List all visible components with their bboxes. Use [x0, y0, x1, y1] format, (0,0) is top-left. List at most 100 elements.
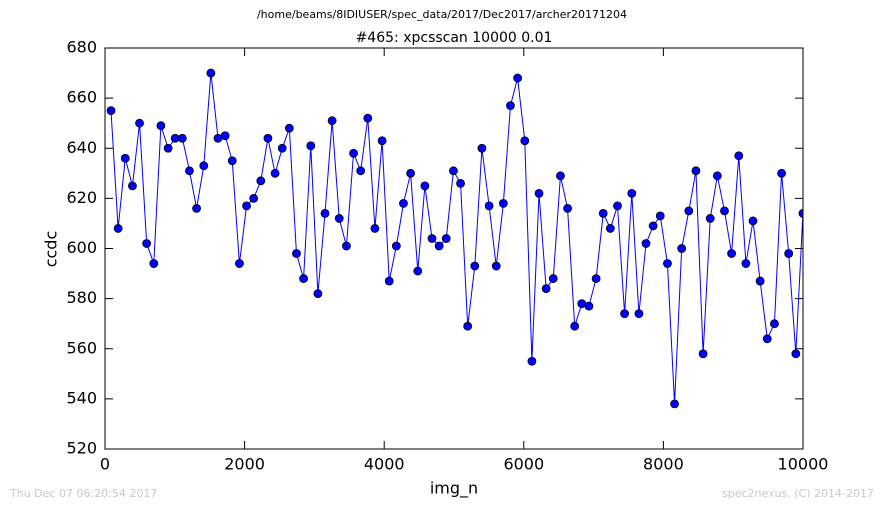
- data-point: [770, 319, 779, 329]
- data-point: [456, 178, 465, 188]
- y-tick-label: 640: [66, 138, 97, 157]
- series-group: [106, 68, 803, 409]
- data-point: [470, 261, 480, 271]
- data-point: [720, 206, 729, 216]
- data-point: [120, 153, 130, 163]
- data-point: [199, 161, 209, 171]
- y-tick-label: 520: [66, 439, 97, 458]
- data-point: [620, 309, 629, 319]
- data-point: [556, 171, 565, 181]
- x-tick-label: 4000: [364, 455, 405, 474]
- data-point: [185, 166, 194, 176]
- data-point: [670, 399, 679, 409]
- data-point: [349, 148, 358, 158]
- data-point: [548, 274, 558, 283]
- data-point: [591, 274, 601, 283]
- data-point: [563, 203, 572, 213]
- data-point: [235, 259, 244, 268]
- data-point: [648, 221, 658, 231]
- data-point: [284, 123, 294, 133]
- data-point: [684, 206, 694, 216]
- x-tick-label: 10000: [778, 455, 829, 474]
- data-point: [277, 143, 287, 153]
- data-point: [655, 211, 665, 221]
- data-point: [641, 239, 651, 248]
- data-point: [762, 334, 772, 344]
- y-tick-label: 620: [66, 188, 97, 207]
- data-point: [320, 209, 330, 218]
- data-point: [498, 198, 508, 208]
- data-point: [256, 176, 266, 186]
- data-point: [491, 261, 501, 271]
- y-tick-label: 580: [66, 288, 97, 307]
- data-point: [263, 133, 273, 143]
- data-point: [705, 214, 715, 223]
- data-point: [755, 276, 765, 286]
- y-tick-label: 600: [66, 238, 97, 257]
- data-point: [242, 201, 251, 211]
- data-point: [128, 181, 137, 191]
- data-point: [570, 321, 580, 331]
- y-tick-label: 660: [66, 88, 97, 107]
- data-point: [734, 151, 744, 161]
- data-point: [748, 216, 758, 226]
- footer-right: spec2nexus, (C) 2014-2017: [722, 487, 874, 500]
- data-point: [413, 266, 423, 276]
- data-point: [135, 118, 144, 128]
- data-point: [506, 101, 515, 111]
- data-point: [520, 136, 530, 146]
- data-point: [727, 249, 736, 258]
- data-point: [691, 166, 701, 176]
- data-point: [534, 188, 544, 198]
- data-point: [156, 121, 166, 131]
- data-point: [463, 321, 473, 331]
- data-point: [712, 171, 722, 181]
- data-point: [227, 156, 237, 166]
- data-point: [220, 131, 230, 141]
- data-point: [663, 259, 672, 268]
- data-point: [313, 289, 323, 299]
- data-point: [605, 224, 615, 233]
- data-point: [791, 349, 801, 359]
- y-tick-label: 680: [66, 38, 97, 57]
- data-point: [427, 234, 437, 243]
- x-axis-label: img_n: [430, 479, 478, 499]
- data-point: [434, 241, 444, 251]
- data-point: [634, 309, 644, 319]
- data-point: [327, 116, 337, 126]
- y-tick-label: 560: [66, 338, 97, 357]
- data-point: [356, 166, 366, 176]
- x-tick-label: 0: [100, 455, 110, 474]
- data-point: [106, 106, 116, 116]
- y-axis-label: ccdc: [42, 231, 61, 268]
- data-point: [741, 259, 751, 268]
- data-point: [399, 198, 408, 208]
- data-point: [177, 133, 187, 143]
- data-point: [484, 201, 494, 211]
- data-point: [377, 136, 387, 146]
- x-tick-label: 2000: [224, 455, 265, 474]
- data-point: [149, 259, 159, 268]
- data-point: [449, 166, 458, 176]
- data-point: [598, 209, 608, 218]
- data-point: [306, 141, 316, 151]
- data-point: [142, 239, 152, 248]
- data-point: [527, 356, 537, 366]
- data-point: [584, 301, 594, 311]
- data-point: [420, 181, 430, 191]
- data-point: [777, 168, 786, 178]
- data-point: [784, 249, 794, 258]
- data-point: [406, 168, 415, 178]
- data-point: [113, 224, 123, 233]
- data-point: [192, 203, 201, 213]
- x-tick-label: 8000: [643, 455, 684, 474]
- data-point: [384, 276, 394, 286]
- data-point: [363, 113, 373, 123]
- data-point: [698, 349, 708, 359]
- chart-subtitle: #465: xpcsscan 10000 0.01: [356, 30, 553, 46]
- y-tick-label: 540: [66, 388, 97, 407]
- x-tick-label: 6000: [503, 455, 544, 474]
- data-point: [249, 193, 259, 203]
